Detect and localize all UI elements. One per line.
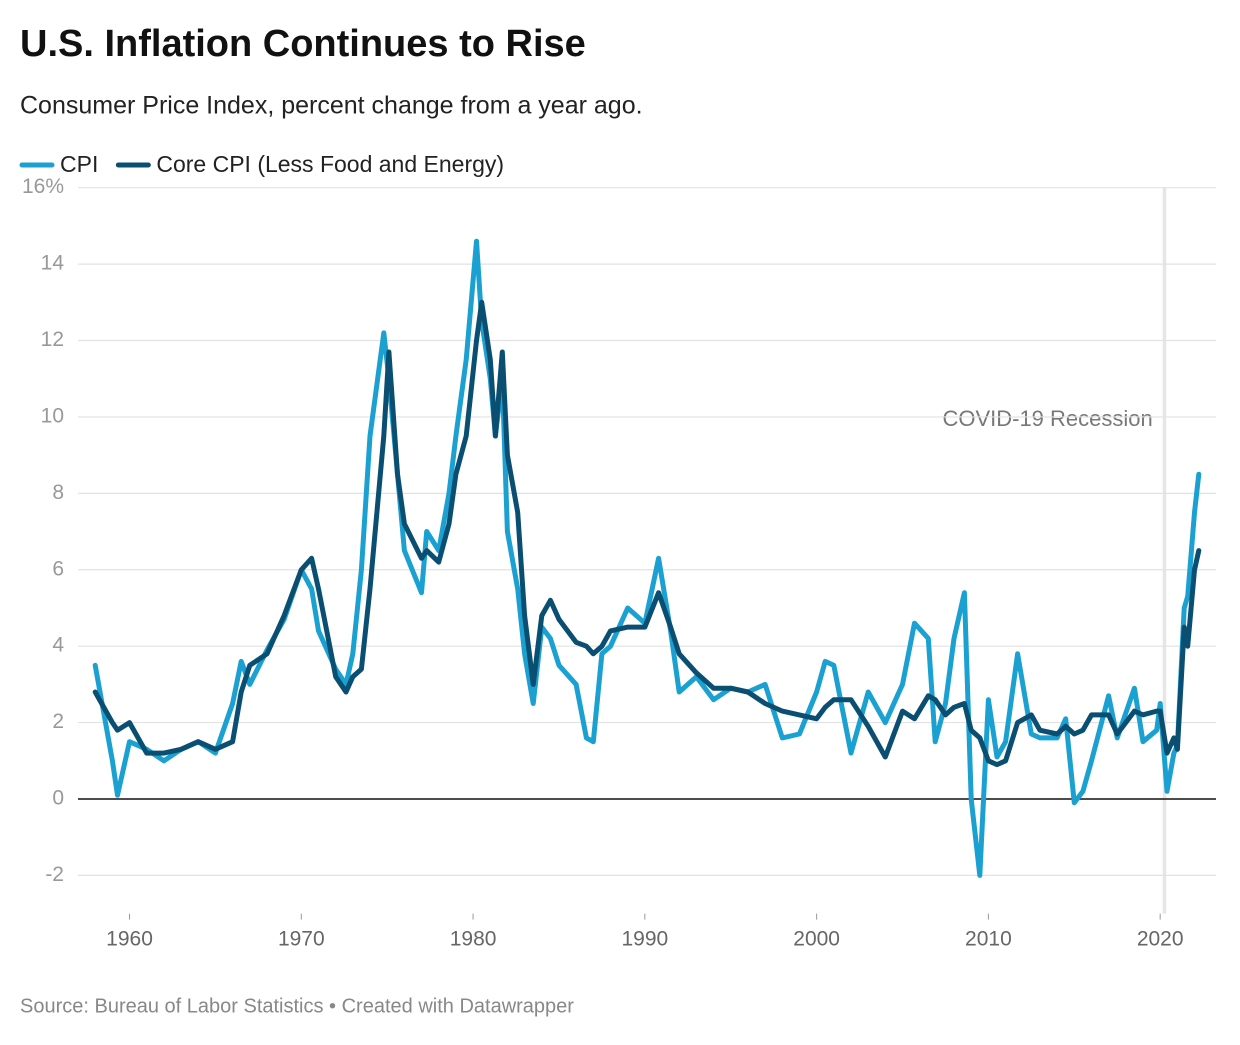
y-tick-label: 0: [52, 787, 64, 810]
y-tick-label: 10: [41, 404, 64, 427]
x-tick-label: 2000: [793, 928, 840, 951]
x-tick-label: 2020: [1137, 928, 1184, 951]
series-line: [92, 299, 1202, 768]
y-tick-label: 14: [41, 252, 65, 275]
legend-label: Core CPI (Less Food and Energy): [156, 151, 504, 177]
y-tick-label: 16%: [22, 175, 64, 198]
y-tick-label: -2: [45, 863, 64, 886]
x-tick-label: 1980: [450, 928, 497, 951]
x-tick-label: 1970: [278, 928, 325, 951]
y-tick-label: 6: [52, 557, 64, 580]
y-tick-label: 12: [41, 328, 64, 351]
source-note: Source: Bureau of Labor Statistics • Cre…: [20, 995, 574, 1017]
series-line: [92, 238, 1202, 878]
y-tick-label: 4: [52, 634, 64, 657]
x-tick-label: 1960: [106, 928, 153, 951]
y-tick-label: 8: [52, 481, 64, 504]
x-tick-label: 1990: [621, 928, 668, 951]
recession-band: [1162, 187, 1167, 914]
y-tick-label: 2: [52, 710, 64, 733]
legend-label: CPI: [60, 151, 98, 177]
recession-label: COVID-19 Recession: [942, 406, 1152, 431]
chart-subtitle: Consumer Price Index, percent change fro…: [20, 92, 643, 120]
x-tick-label: 2010: [965, 928, 1012, 951]
chart-title: U.S. Inflation Continues to Rise: [20, 23, 586, 65]
